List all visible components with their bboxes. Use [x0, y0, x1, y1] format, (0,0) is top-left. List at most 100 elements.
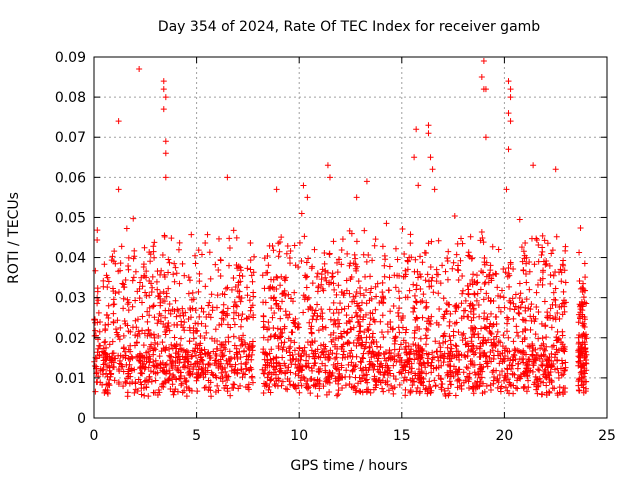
data-point — [496, 360, 503, 367]
data-point — [455, 329, 462, 336]
data-point — [398, 317, 405, 324]
data-point — [309, 316, 316, 323]
data-point — [132, 268, 139, 275]
data-point-outlier — [425, 130, 432, 137]
data-point — [172, 264, 179, 271]
data-point — [335, 309, 342, 316]
data-point — [120, 332, 127, 339]
data-point — [474, 290, 481, 297]
data-point — [538, 361, 545, 368]
y-tick-label: 0.03 — [55, 291, 86, 307]
data-point — [502, 384, 509, 391]
data-point — [172, 343, 179, 350]
data-point — [304, 339, 311, 346]
data-point — [424, 271, 431, 278]
data-point — [400, 377, 407, 384]
data-point — [278, 330, 285, 337]
data-point — [466, 370, 473, 377]
data-point — [125, 307, 132, 314]
data-point — [141, 378, 148, 385]
data-point — [305, 384, 312, 391]
data-point — [220, 310, 227, 317]
data-point — [411, 378, 418, 385]
data-point — [545, 362, 552, 369]
data-point — [391, 272, 398, 279]
data-point — [217, 273, 224, 280]
data-point — [436, 340, 443, 347]
data-point — [303, 363, 310, 370]
data-point — [319, 360, 326, 367]
data-point — [560, 390, 567, 397]
data-point — [450, 332, 457, 339]
data-point — [500, 377, 507, 384]
data-point — [473, 279, 480, 286]
data-point — [581, 346, 588, 353]
data-point-outlier — [160, 106, 167, 113]
data-point — [483, 290, 490, 297]
data-point — [278, 234, 285, 241]
data-point — [542, 323, 549, 330]
data-point — [396, 381, 403, 388]
data-point — [362, 377, 369, 384]
data-point — [510, 315, 517, 322]
data-point — [404, 361, 411, 368]
data-point — [576, 348, 583, 355]
data-point — [114, 331, 121, 338]
data-point — [401, 374, 408, 381]
data-point — [580, 294, 587, 301]
data-point — [428, 362, 435, 369]
data-point — [286, 254, 293, 261]
data-point — [132, 332, 139, 339]
data-point — [127, 342, 134, 349]
data-point — [541, 368, 548, 375]
data-point — [416, 366, 423, 373]
data-point — [356, 323, 363, 330]
data-point — [167, 310, 174, 317]
data-point — [440, 332, 447, 339]
data-point — [335, 335, 342, 342]
data-point — [147, 258, 154, 265]
data-point — [331, 286, 338, 293]
data-point — [452, 303, 459, 310]
data-point-outlier — [115, 186, 122, 193]
data-point — [260, 324, 267, 331]
data-point — [554, 392, 561, 399]
data-point — [512, 291, 519, 298]
data-point — [264, 326, 271, 333]
data-point — [423, 335, 430, 342]
data-point — [202, 239, 209, 246]
data-point — [281, 325, 288, 332]
data-point — [558, 372, 565, 379]
data-point — [195, 247, 202, 254]
data-point — [372, 306, 379, 313]
data-point — [506, 283, 513, 290]
data-point — [218, 369, 225, 376]
data-point — [411, 305, 418, 312]
data-point-outlier — [505, 146, 512, 153]
data-point — [198, 365, 205, 372]
data-point — [248, 304, 255, 311]
y-tick-label: 0.05 — [55, 210, 86, 226]
data-point — [139, 353, 146, 360]
data-point — [300, 182, 307, 189]
data-point — [422, 364, 429, 371]
data-point — [347, 325, 354, 332]
data-point — [559, 341, 566, 348]
data-point — [424, 326, 431, 333]
data-point — [237, 264, 244, 271]
data-point — [286, 311, 293, 318]
data-point — [248, 272, 255, 279]
data-point — [577, 360, 584, 367]
data-point — [406, 254, 413, 261]
data-point — [390, 390, 397, 397]
data-point — [560, 288, 567, 295]
data-point — [232, 283, 239, 290]
data-point — [320, 348, 327, 355]
data-point — [496, 372, 503, 379]
data-point — [283, 250, 290, 257]
data-point — [120, 368, 127, 375]
data-point — [321, 260, 328, 267]
data-point — [407, 348, 414, 355]
data-point — [326, 388, 333, 395]
